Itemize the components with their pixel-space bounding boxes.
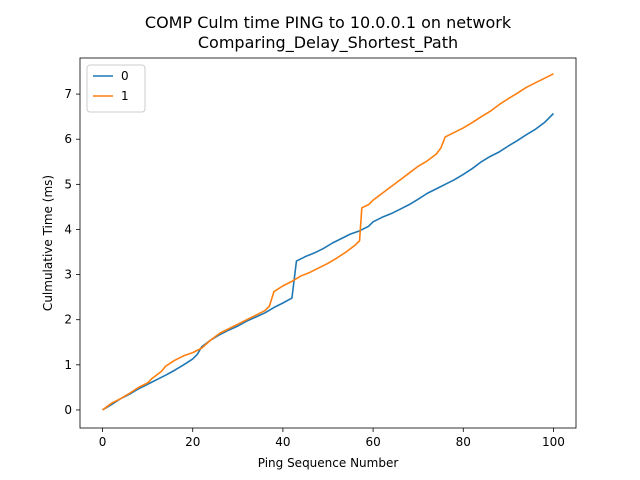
legend-label-1: 1 — [121, 89, 129, 103]
legend-box — [86, 64, 146, 113]
plot-area — [80, 58, 576, 428]
y-axis: 0 1 2 3 4 5 6 7 — [64, 87, 80, 417]
chart-title-line-1: COMP Culm time PING to 10.0.0.1 on netwo… — [145, 13, 512, 32]
legend-label-0: 0 — [121, 69, 129, 83]
y-tick-label: 4 — [64, 222, 72, 236]
y-tick-label: 2 — [64, 313, 72, 327]
y-tick-label: 1 — [64, 358, 72, 372]
x-axis: 0 20 40 60 80 100 — [99, 428, 565, 449]
plot-frame — [79, 57, 577, 429]
x-tick-label: 60 — [365, 435, 380, 449]
x-axis-label: Ping Sequence Number — [258, 456, 399, 470]
x-tick-label: 40 — [275, 435, 290, 449]
x-tick-label: 100 — [542, 435, 565, 449]
y-axis-label: Culmulative Time (ms) — [41, 175, 55, 311]
y-tick-label: 0 — [64, 403, 72, 417]
y-tick-label: 3 — [64, 268, 72, 282]
chart-title-line-2: Comparing_Delay_Shortest_Path — [198, 33, 458, 53]
y-tick-label: 6 — [64, 132, 72, 146]
series-line-1 — [102, 73, 554, 411]
legend: 01 — [86, 64, 146, 113]
series-line-0 — [102, 112, 555, 411]
y-tick-label: 7 — [64, 87, 72, 101]
x-tick-label: 0 — [99, 435, 107, 449]
y-tick-label: 5 — [64, 177, 72, 191]
x-tick-label: 20 — [185, 435, 200, 449]
x-tick-label: 80 — [456, 435, 471, 449]
series-layer — [102, 73, 555, 411]
